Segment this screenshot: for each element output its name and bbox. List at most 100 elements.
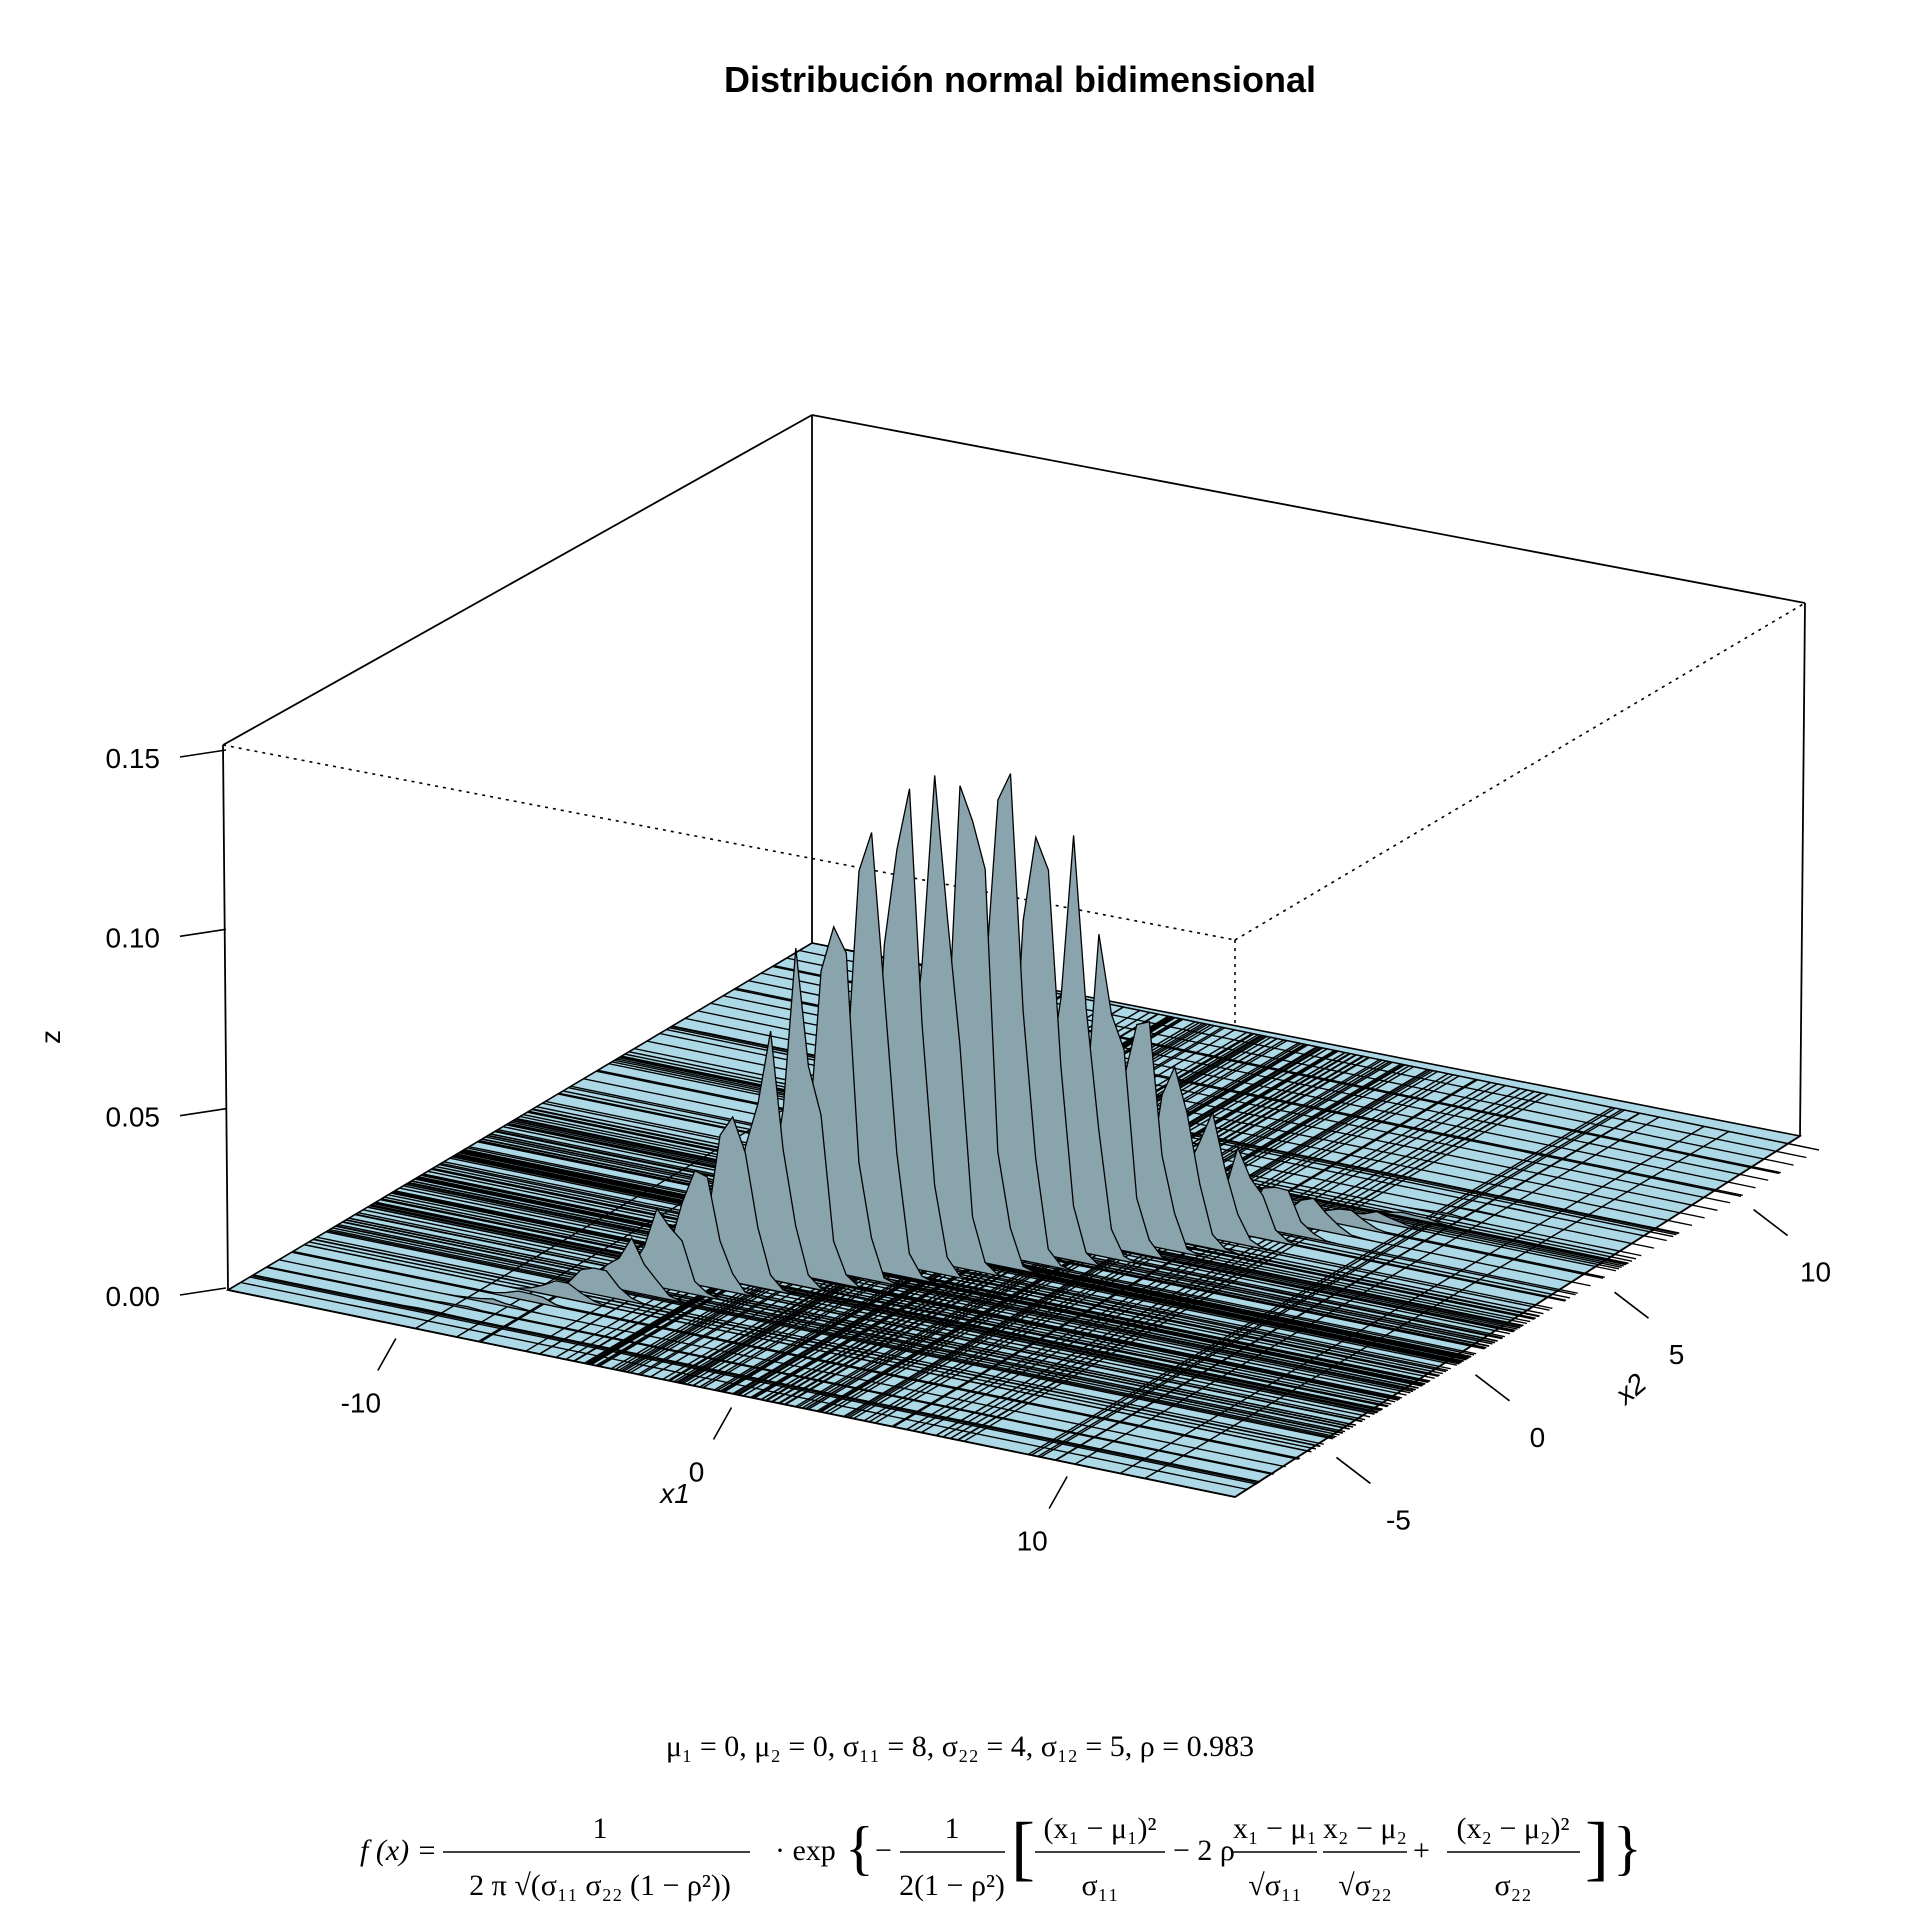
floor-grid-line [312, 1238, 1321, 1448]
surface-slice [405, 924, 1413, 1393]
z-tick-label: 0.00 [106, 1281, 161, 1312]
x2-tick-label: 0 [1530, 1422, 1546, 1453]
floor-grid-line [327, 1230, 1335, 1439]
surface-slice [430, 788, 1439, 1377]
floor-grid-line [407, 1182, 1416, 1391]
floor-grid-line [308, 1241, 1317, 1450]
box-edge-top-back [811, 414, 1806, 604]
x1-axis-label: x1 [658, 1478, 690, 1509]
x2-axis-label: x2 [1608, 1367, 1652, 1411]
formula-coef-num: 1 [945, 1812, 960, 1845]
floor-grid-line [335, 1225, 1343, 1434]
floor-grid-line [399, 1187, 1407, 1396]
x1-tick-label: 10 [1017, 1526, 1048, 1557]
z-tick-mark [179, 928, 227, 938]
formula-term2a-den: √σ₁₁ [1248, 1869, 1302, 1902]
floor-grid-line [362, 1209, 1371, 1418]
x2-tick-mark [1474, 1374, 1510, 1402]
floor-grid-line [357, 1212, 1366, 1421]
formula-term1-den: σ₁₁ [1081, 1869, 1118, 1902]
formula-lhs: f (x) = [360, 1834, 437, 1867]
surface-slice [291, 1251, 1299, 1460]
formula-term3-num: (x₂ − μ₂)² [1457, 1812, 1570, 1845]
floor-grid-line [384, 1196, 1392, 1405]
z-tick-label: 0.05 [106, 1102, 161, 1133]
floor-grid-line [292, 1250, 1301, 1460]
box-edge-front-right-vertical [1799, 602, 1806, 1137]
floor-grid-line [348, 1217, 1356, 1426]
formula-coef-den: 2(1 − ρ²) [899, 1869, 1005, 1902]
formula-numerator: 1 [593, 1812, 608, 1845]
x2-tick-mark [1753, 1208, 1789, 1237]
floor-grid-line [387, 1194, 1396, 1403]
density-formula: f (x) = 1 2 π √(σ₁₁ σ₂₂ (1 − ρ²)) · exp … [355, 1800, 1675, 1910]
formula-minus: − [875, 1834, 892, 1867]
x1-tick-label: -10 [341, 1388, 381, 1419]
formula-brace-left: { [845, 1815, 874, 1881]
surface-slice [418, 832, 1426, 1385]
x1-tick-mark [377, 1338, 397, 1371]
surface-slice [443, 775, 1451, 1370]
floor-grid-line [325, 1231, 1333, 1440]
box-edge-floor-right [1234, 1135, 1801, 1498]
box-edge-back-bottom [222, 744, 1236, 941]
parameter-summary: μ₁ = 0, μ₂ = 0, σ₁₁ = 8, σ₂₂ = 4, σ₁₂ = … [665, 1730, 1255, 1763]
floor-grid-line [381, 1198, 1389, 1407]
box-back-edges [222, 602, 1806, 1285]
surface-slice [392, 948, 1401, 1400]
floor-grid-line [415, 1177, 1423, 1387]
floor-grid-line [370, 1204, 1379, 1413]
formula-term1-num: (x₁ − μ₁)² [1044, 1812, 1157, 1845]
axes: 0.00 0.05 0.10 0.15 -10 0 10 -5 0 5 10 [106, 743, 1832, 1557]
floor-grid-line [337, 1223, 1346, 1433]
x1-tick-label: 0 [689, 1457, 705, 1488]
surface-slice [380, 1030, 1388, 1408]
surface-slice [367, 1115, 1375, 1415]
floor-grid-line [427, 1170, 1435, 1379]
floor-grid-line [375, 1201, 1383, 1410]
surface-slice [253, 1274, 1261, 1483]
formula-term2b-num: x₂ − μ₂ [1323, 1812, 1407, 1845]
floor-grid-line [422, 1173, 1431, 1382]
floor-grid-line [411, 1180, 1419, 1389]
floor-grid-line [249, 1276, 1257, 1485]
formula-plus: + [1413, 1834, 1430, 1867]
x2-tick-label: -5 [1386, 1504, 1411, 1535]
x1-tick-mark [712, 1407, 733, 1440]
formula-term2a-num: x₁ − μ₁ [1233, 1812, 1317, 1845]
formula-term2b-den: √σ₂₂ [1338, 1869, 1392, 1902]
box-edge-floor-front [227, 1289, 1236, 1498]
z-axis-label: z [35, 1030, 66, 1044]
box-edge-back-right [1234, 602, 1806, 941]
x2-tick-mark [1335, 1456, 1371, 1485]
box-front-edges [222, 414, 1806, 1498]
floor-grid-line [403, 1185, 1411, 1394]
formula-denominator: 2 π √(σ₁₁ σ₂₂ (1 − ρ²)) [469, 1869, 731, 1902]
x2-tick-label: 5 [1669, 1339, 1685, 1370]
box-edge-front-left-vertical [222, 744, 229, 1291]
x2-tick-label: 10 [1800, 1257, 1831, 1288]
floor-grid-line [332, 1227, 1340, 1436]
chart-title: Distribución normal bidimensional [724, 59, 1316, 100]
floor-grid-line [373, 1202, 1381, 1412]
formula-bracket-right: ] [1585, 1808, 1609, 1888]
surface-slice [278, 1259, 1286, 1468]
floor-grid-line [394, 1190, 1402, 1399]
floor-grid-line [391, 1192, 1399, 1401]
surface-slice [354, 1169, 1363, 1423]
floor-grid-line [251, 1275, 1259, 1484]
x1-tick-mark [1048, 1476, 1068, 1509]
z-tick-mark [179, 1107, 227, 1117]
x2-tick-mark [1614, 1291, 1650, 1319]
surface-slice [342, 1207, 1350, 1430]
floor-grid-line [345, 1219, 1353, 1428]
box-edge-top-left [222, 414, 813, 746]
z-tick-label: 0.10 [106, 922, 161, 953]
z-tick-label: 0.15 [106, 743, 161, 774]
formula-term3-den: σ₂₂ [1494, 1869, 1531, 1902]
surface-slice [304, 1244, 1312, 1453]
formula-brace-right: } [1613, 1815, 1642, 1881]
formula-exp: · exp [775, 1834, 836, 1867]
surface-slice [240, 1281, 1248, 1491]
